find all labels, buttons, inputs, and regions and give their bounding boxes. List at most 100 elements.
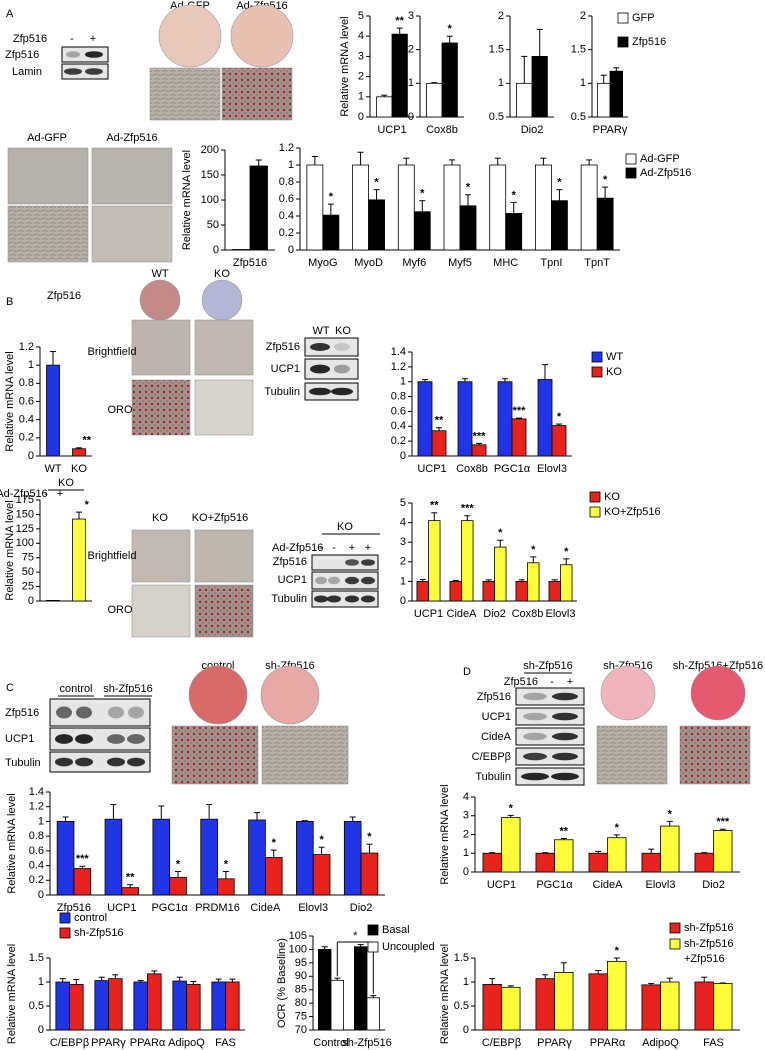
y-tick-label: 95 [295, 957, 307, 969]
y-tick-label: 75 [22, 552, 34, 564]
bar [147, 973, 162, 1031]
y-tick-label: 0 [288, 244, 294, 256]
x-tick-label: MyoG [308, 257, 337, 269]
bar [489, 164, 507, 251]
significance: * [512, 189, 517, 201]
bar [588, 973, 608, 1031]
significance: * [557, 177, 562, 189]
bar [641, 984, 661, 1031]
blot-strip [515, 727, 585, 746]
x-tick-label: Cox8b [512, 608, 544, 620]
error-bar [516, 417, 522, 419]
x-tick-label: PPARγ [537, 1037, 572, 1049]
error-bar [381, 94, 388, 97]
significance: * [329, 191, 334, 203]
error-bar [229, 978, 236, 982]
significance: * [615, 822, 620, 834]
y-tick-label: 175 [16, 494, 34, 506]
y-tick-label: 1 [400, 376, 406, 388]
significance: * [272, 837, 277, 849]
error-bar [321, 946, 328, 950]
blot-band [523, 732, 547, 741]
y-tick-label: 3 [400, 536, 406, 548]
bar [457, 381, 473, 457]
error-bar [510, 201, 517, 214]
label: Zfp516 [273, 556, 307, 568]
legend-swatch [617, 12, 629, 24]
micrograph [679, 725, 751, 785]
blot-band [75, 757, 93, 767]
bar [694, 852, 714, 873]
y-tick-label: 1.2 [391, 361, 406, 373]
blot-band [345, 559, 359, 566]
x-tick-label: UCP1 [417, 463, 446, 475]
legend-swatch [617, 36, 629, 48]
blot-band [107, 734, 125, 744]
error-bar [449, 159, 455, 165]
y-tick-label: 105 [289, 930, 307, 942]
blot-band [327, 595, 341, 603]
significance: * [420, 188, 425, 200]
error-bar [701, 976, 708, 982]
blot-band [108, 706, 124, 719]
legend-label: KO [604, 491, 620, 503]
error-bar [446, 35, 453, 43]
y-tick-label: 1 [463, 976, 469, 988]
y-tick-label: 70 [295, 1024, 307, 1036]
blot-band [310, 364, 330, 374]
error-bar [719, 828, 726, 831]
error-bar [206, 804, 213, 820]
bar [94, 980, 109, 1031]
y-tick-label: 0.6 [19, 395, 34, 407]
y-tick-label: 5 [358, 10, 364, 22]
error-bar [465, 194, 471, 206]
bar [343, 821, 362, 896]
label: Ad-Zfp516 [272, 542, 323, 554]
label: - [319, 542, 323, 554]
y-tick-label: 3 [463, 810, 469, 822]
error-bar [112, 974, 119, 979]
label: Zfp516 [5, 707, 39, 719]
error-bar [600, 74, 607, 84]
label: Lamin [12, 66, 42, 78]
group-label: KO [58, 477, 74, 489]
bar [225, 981, 240, 1031]
bar [660, 825, 680, 873]
error-bar [542, 364, 548, 380]
label: Brightfield [88, 550, 137, 562]
legend-swatch [589, 491, 601, 503]
error-bar [318, 846, 325, 855]
bar [511, 418, 527, 457]
label: Zfp516 [477, 691, 511, 703]
label: WT [312, 325, 329, 337]
significance: *** [513, 405, 527, 417]
dish-image [139, 279, 181, 321]
label: Zfp516 [266, 341, 300, 353]
y-tick-label: 0 [28, 450, 34, 462]
y-tick-label: 2 [358, 71, 364, 83]
y-axis-title: OCR (% Baseline) [276, 938, 288, 1028]
y-tick-label: 0.8 [19, 377, 34, 389]
x-tick-label: - [44, 488, 48, 500]
legend-label: Uncoupled [382, 941, 435, 953]
y-axis-title: Relative mRNA level [439, 944, 451, 1044]
x-tick-label: CideA [447, 608, 478, 620]
legend-label: Basal [382, 924, 410, 936]
error-bar [556, 189, 563, 201]
x-tick-label: TpnT [584, 257, 610, 269]
x-tick-label: UCP1 [414, 608, 443, 620]
x-tick-label: Cox8b [426, 124, 458, 136]
blot-band [331, 387, 353, 396]
label: Tubulin [271, 593, 307, 605]
significance: *** [461, 503, 475, 515]
bar [73, 868, 92, 896]
micrograph [261, 725, 349, 785]
bar [596, 197, 614, 251]
y-tick-label: 0.2 [391, 435, 406, 447]
y-tick-label: 0 [38, 889, 44, 901]
legend-swatch [669, 938, 681, 950]
error-bar [485, 579, 492, 582]
blot-band [345, 576, 359, 585]
micrograph [194, 529, 254, 583]
significance: ** [83, 435, 92, 447]
